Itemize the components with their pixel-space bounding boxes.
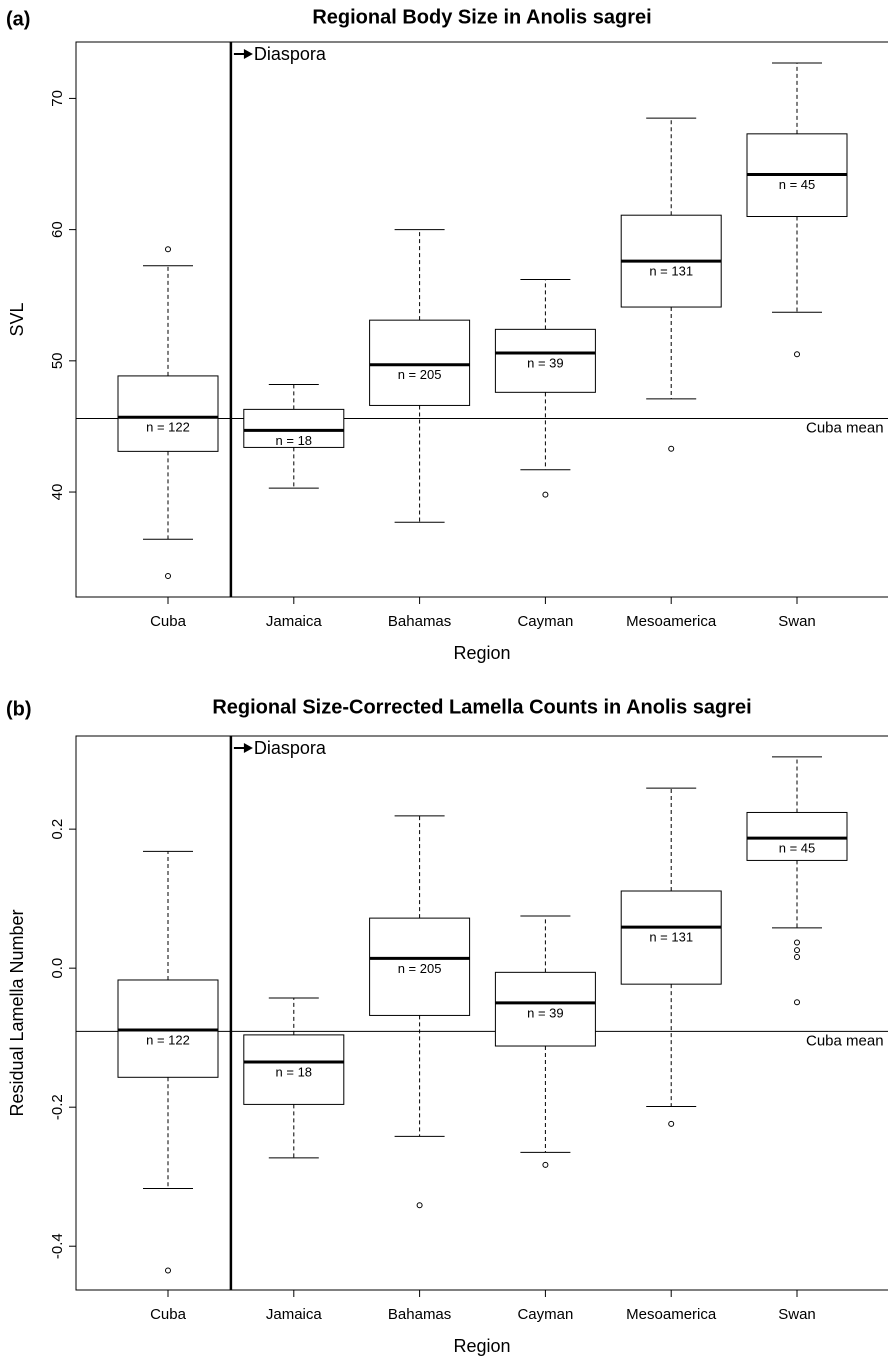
y-tick-label: -0.4	[49, 1233, 66, 1259]
x-tick-label: Mesoamerica	[626, 1306, 717, 1323]
outlier	[165, 573, 171, 580]
y-axis-title: SVL	[7, 302, 27, 336]
outlier	[165, 1267, 171, 1274]
n-label: n = 39	[527, 355, 564, 370]
x-tick-label: Jamaica	[266, 1306, 323, 1323]
box	[746, 811, 848, 861]
n-label: n = 131	[649, 930, 693, 945]
x-tick-label: Bahamas	[388, 613, 451, 630]
panel-label: (b)	[6, 698, 32, 720]
x-tick-label: Bahamas	[388, 1306, 451, 1323]
x-tick-label: Swan	[778, 1306, 816, 1323]
y-tick-label: 70	[49, 90, 66, 107]
y-tick-label: 50	[49, 352, 66, 369]
outlier	[794, 939, 800, 946]
plot-frame	[75, 735, 888, 1291]
outlier	[794, 954, 800, 961]
box	[494, 328, 596, 393]
x-tick-label: Cuba	[150, 613, 187, 630]
box	[494, 971, 596, 1047]
reference-label: Cuba mean	[806, 420, 884, 437]
y-axis-title: Residual Lamella Number	[7, 909, 27, 1116]
n-label: n = 205	[398, 367, 442, 382]
outlier	[668, 445, 675, 452]
n-label: n = 45	[779, 841, 816, 856]
outlier	[542, 491, 549, 498]
plot-frame	[75, 41, 888, 598]
diaspora-label: Diaspora	[254, 738, 327, 758]
diaspora-arrowhead	[243, 49, 253, 59]
n-label: n = 45	[779, 177, 816, 192]
n-label: n = 18	[276, 433, 313, 448]
outlier	[794, 999, 800, 1006]
x-tick-label: Cayman	[517, 1306, 573, 1323]
box	[620, 890, 722, 985]
panel-label: (a)	[6, 8, 30, 30]
box	[369, 319, 471, 406]
outlier	[165, 246, 171, 253]
box	[369, 917, 471, 1016]
reference-label: Cuba mean	[806, 1032, 884, 1049]
n-label: n = 18	[276, 1064, 313, 1079]
y-tick-label: 40	[49, 484, 66, 501]
x-tick-label: Cayman	[517, 613, 573, 630]
chart-title: Regional Body Size in Anolis sagrei	[312, 6, 651, 28]
box	[243, 408, 345, 448]
x-tick-label: Mesoamerica	[626, 613, 717, 630]
outlier	[668, 1120, 675, 1127]
y-tick-label: 0.0	[49, 958, 66, 979]
x-tick-label: Swan	[778, 613, 816, 630]
x-tick-label: Cuba	[150, 1306, 187, 1323]
x-tick-label: Jamaica	[266, 613, 323, 630]
outlier	[542, 1161, 549, 1168]
y-tick-label: 0.2	[49, 819, 66, 840]
chart-title: Regional Size-Corrected Lamella Counts i…	[212, 696, 751, 718]
n-label: n = 39	[527, 1005, 564, 1020]
diaspora-label: Diaspora	[254, 44, 327, 64]
box	[243, 1034, 345, 1105]
diaspora-arrowhead	[243, 743, 253, 753]
n-label: n = 131	[649, 264, 693, 279]
box	[117, 375, 219, 452]
y-tick-label: -0.2	[49, 1094, 66, 1120]
n-label: n = 122	[146, 1032, 190, 1047]
outlier	[794, 351, 800, 358]
outlier	[794, 947, 800, 954]
n-label: n = 205	[398, 961, 442, 976]
outlier	[416, 1202, 423, 1209]
y-tick-label: 60	[49, 221, 66, 238]
n-label: n = 122	[146, 420, 190, 435]
x-axis-title: Region	[453, 643, 510, 663]
x-axis-title: Region	[453, 1336, 510, 1356]
